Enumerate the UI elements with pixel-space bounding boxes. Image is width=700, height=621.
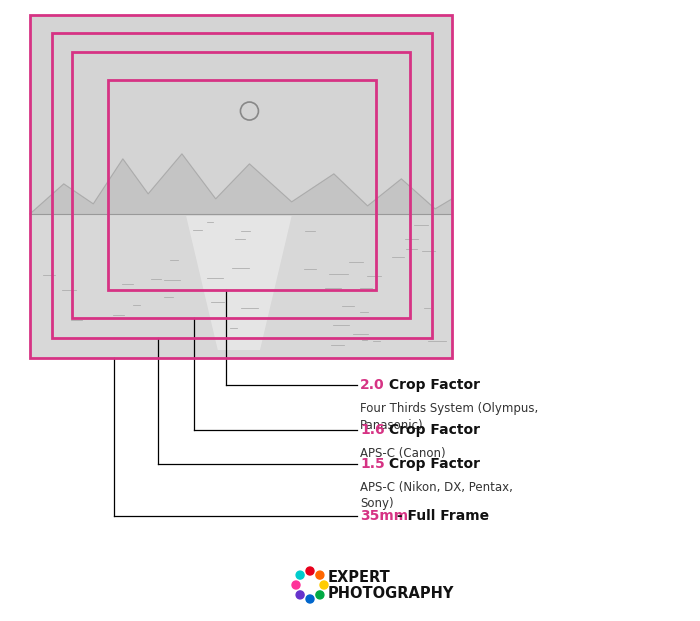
Bar xyxy=(30,15,452,358)
Circle shape xyxy=(306,595,314,603)
Text: 2.0: 2.0 xyxy=(360,378,384,392)
Text: Four Thirds System (Olympus,
Panasonic): Four Thirds System (Olympus, Panasonic) xyxy=(360,402,538,432)
Circle shape xyxy=(320,581,328,589)
Text: 1.6: 1.6 xyxy=(360,423,384,437)
Text: EXPERT: EXPERT xyxy=(328,571,391,586)
Circle shape xyxy=(316,591,324,599)
Text: - Full Frame: - Full Frame xyxy=(392,509,489,523)
Text: Crop Factor: Crop Factor xyxy=(384,457,480,471)
Polygon shape xyxy=(30,154,452,214)
Bar xyxy=(30,214,452,358)
Circle shape xyxy=(316,571,324,579)
Text: Crop Factor: Crop Factor xyxy=(384,378,480,392)
Bar xyxy=(52,33,432,338)
Text: APS-C (Canon): APS-C (Canon) xyxy=(360,447,446,460)
Circle shape xyxy=(292,581,300,589)
Bar xyxy=(72,52,410,318)
Text: PHOTOGRAPHY: PHOTOGRAPHY xyxy=(328,586,454,602)
Text: Crop Factor: Crop Factor xyxy=(384,423,480,437)
Text: 35mm: 35mm xyxy=(360,509,408,523)
Circle shape xyxy=(306,567,314,575)
Circle shape xyxy=(296,571,304,579)
Bar xyxy=(30,15,452,358)
Text: 1.5: 1.5 xyxy=(360,457,385,471)
Bar xyxy=(108,80,376,290)
Text: APS-C (Nikon, DX, Pentax,
Sony): APS-C (Nikon, DX, Pentax, Sony) xyxy=(360,481,513,510)
Polygon shape xyxy=(186,216,292,350)
Circle shape xyxy=(296,591,304,599)
